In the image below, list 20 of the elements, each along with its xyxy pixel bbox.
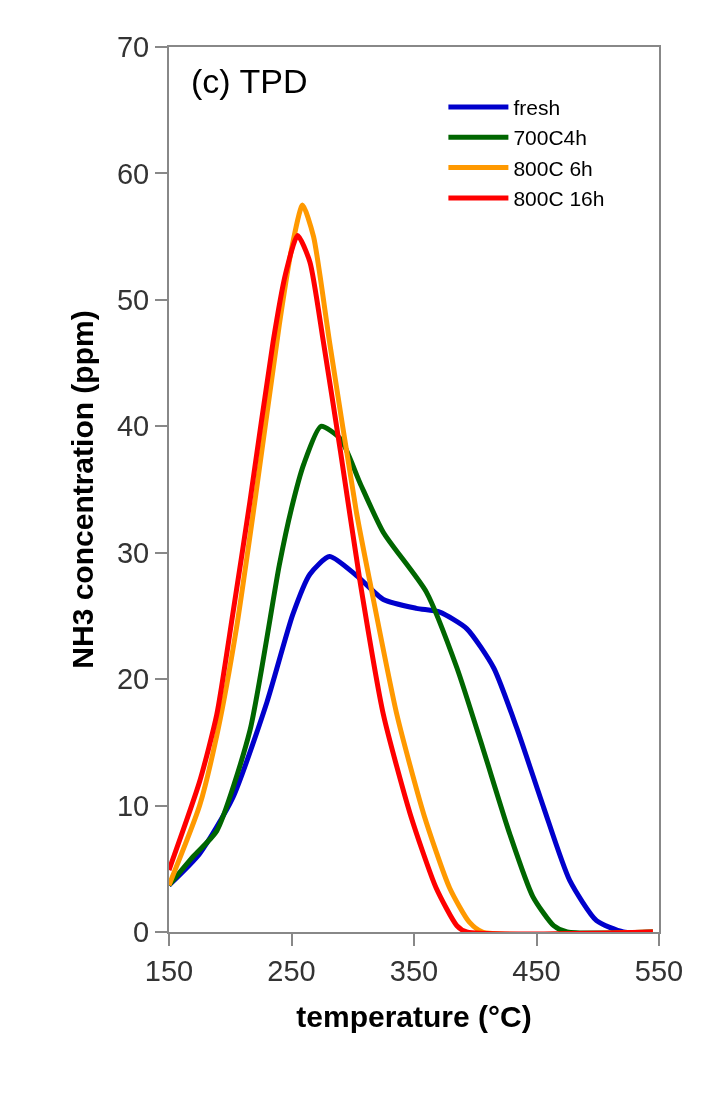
y-tick-label: 20 [116, 663, 150, 696]
x-tick-label: 550 [634, 954, 684, 987]
y-tick-label: 50 [116, 284, 150, 317]
y-tick-label: 30 [116, 536, 150, 569]
y-tick-label: 70 [116, 31, 150, 64]
x-tick-label: 250 [267, 954, 316, 987]
x-tick-label: 350 [389, 954, 439, 987]
y-tick-label: 40 [116, 410, 150, 443]
legend-label: 800C 6h [513, 156, 593, 180]
annotation: (c) TPD [191, 62, 308, 100]
legend-label: fresh [513, 96, 561, 120]
x-tick-label: 150 [144, 954, 194, 987]
y-tick-label: 0 [133, 916, 150, 949]
y-tick-label: 10 [116, 789, 150, 822]
x-axis-title: temperature (°C) [296, 999, 532, 1033]
y-axis-title: NH3 concentration (ppm) [66, 310, 100, 669]
legend-label: 700C4h [513, 126, 587, 150]
x-tick-label: 450 [512, 954, 561, 987]
y-tick-label: 60 [116, 157, 150, 190]
legend-label: 800C 16h [513, 187, 605, 211]
